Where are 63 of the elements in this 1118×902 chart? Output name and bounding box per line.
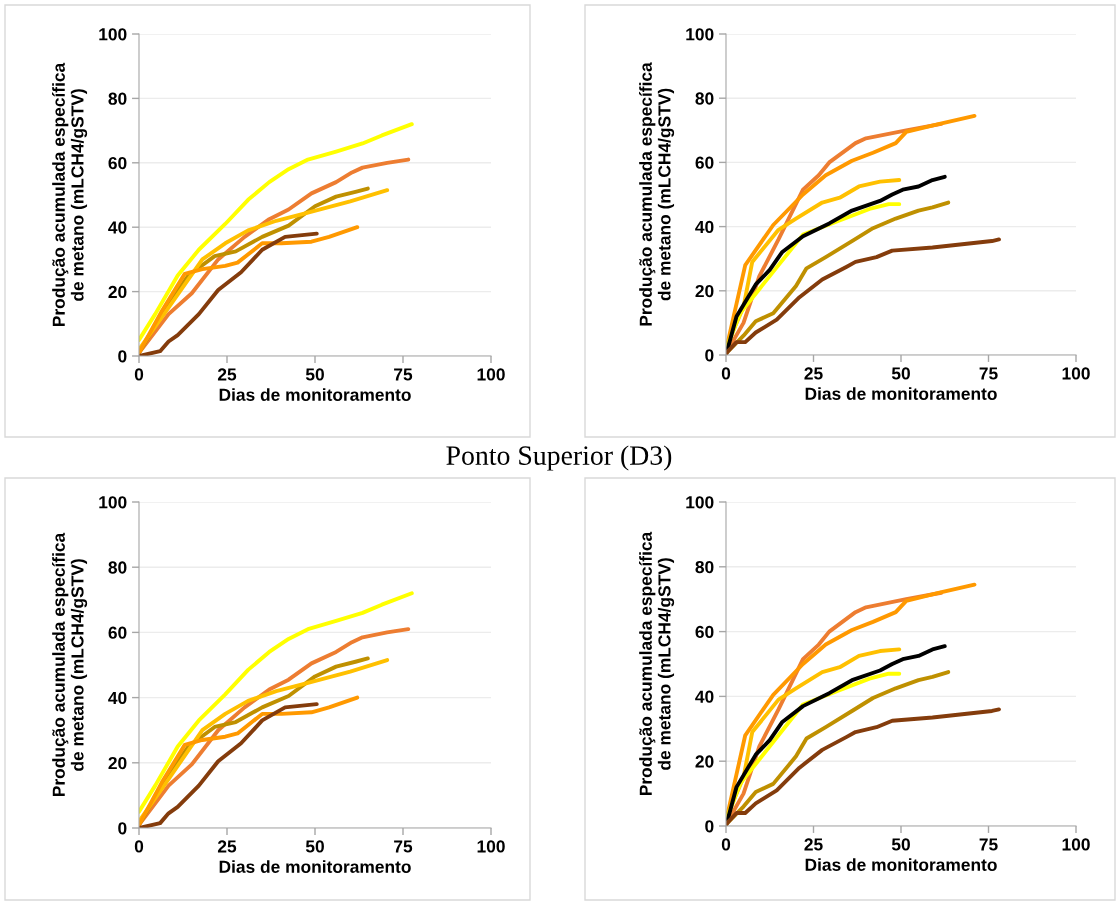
x-tick-label: 100 [477,368,505,381]
y-tick-label: 20 [108,756,127,770]
x-tick-label: 0 [134,368,144,381]
x-tick-label: 100 [1062,367,1090,380]
y-tick-label: 80 [695,92,714,105]
y-axis-title: Produção acumulada específica de metano (mLCH4/gSTV) [639,62,675,326]
text: Ponto Superior (D3) [446,445,672,471]
y-axis-title: Produção acumulada específica de metano (mLCH4/gSTV) [52,62,88,327]
y-tick-label: 60 [695,625,714,639]
y-tick-label: 40 [695,220,714,234]
y-tick-label: 80 [695,560,714,574]
x-tick-label: 100 [477,840,505,853]
y-tick-label: 100 [686,496,714,509]
line-series [726,670,951,826]
x-tick-label: 50 [305,368,324,381]
x-tick-label: 75 [394,840,413,853]
line-series [139,695,360,827]
y-tick-label: 0 [118,350,127,363]
x-tick-label: 100 [1062,838,1090,851]
x-axis-title: Dias de monitoramento [805,858,997,871]
x-tick-label: 0 [721,367,731,380]
x-tick-label: 25 [804,838,823,851]
x-tick-label: 0 [721,838,731,851]
y-tick-label: 20 [695,284,714,298]
line-series [726,200,951,355]
y-tick-label: 0 [118,822,127,835]
x-axis-title: Dias de monitoramento [219,860,411,873]
y-tick-label: 60 [108,626,127,639]
y-tick-label: 40 [108,221,127,234]
x-tick-label: 50 [891,367,910,380]
y-tick-label: 0 [705,349,714,362]
line-series [139,231,319,356]
x-tick-label: 25 [217,840,237,853]
line-series [139,702,319,828]
y-tick-label: 100 [99,28,127,41]
x-tick-label: 50 [305,840,324,853]
line-series [139,591,414,814]
y-tick-label: 0 [705,820,714,833]
x-axis-title: Dias de monitoramento [219,388,411,401]
y-tick-label: 100 [99,496,127,509]
y-tick-label: 100 [686,28,714,41]
x-tick-label: 75 [979,838,998,851]
y-axis-title: Produção acumulada específica de metano (mLCH4/gSTV) [52,532,88,797]
x-tick-label: 75 [394,368,413,381]
y-tick-label: 60 [695,156,714,169]
line-series [726,707,1001,826]
y-axis-title: Produção acumulada específica de metano (mLCH4/gSTV) [639,531,675,796]
y-tick-label: 40 [695,690,714,703]
x-tick-label: 75 [979,367,998,380]
y-tick-label: 60 [108,156,127,170]
y-tick-label: 80 [108,92,127,105]
y-tick-label: 80 [108,561,127,574]
line-series [726,237,1001,355]
x-axis-title: Dias de monitoramento [805,387,997,400]
x-tick-label: 25 [217,368,237,381]
line-series [139,122,414,342]
line-series [139,225,360,355]
y-tick-label: 20 [695,755,714,768]
y-tick-label: 40 [108,691,127,705]
x-tick-label: 50 [891,838,910,851]
x-tick-label: 25 [804,367,823,380]
y-tick-label: 20 [108,285,127,299]
x-tick-label: 0 [134,840,144,853]
